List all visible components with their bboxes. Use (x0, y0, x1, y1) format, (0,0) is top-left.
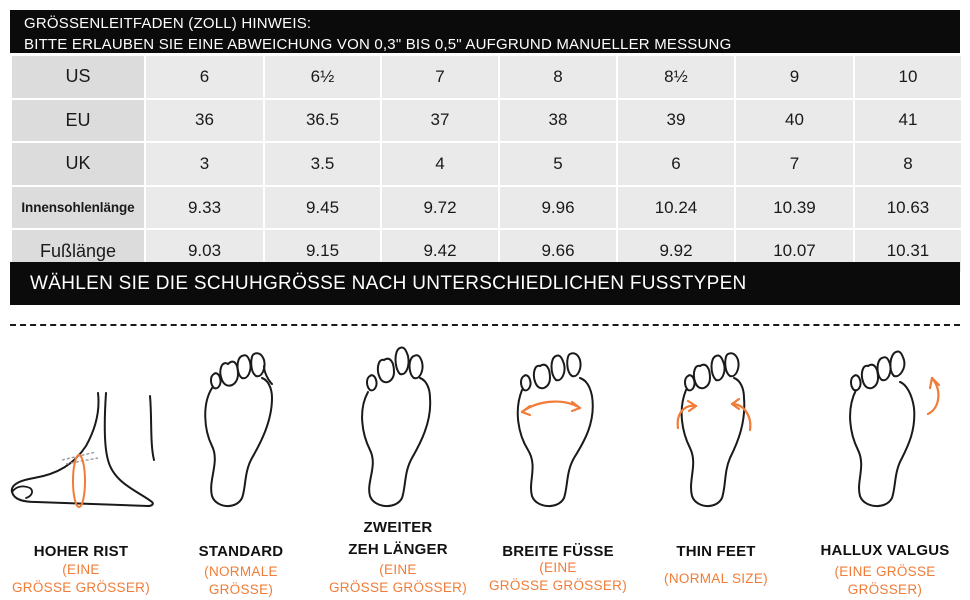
table-cell: 38 (498, 97, 618, 144)
foot-type-note-long-second-toe: (EINE GRÖSSE GRÖSSER) (328, 562, 468, 595)
long-second-toe-foot-icon (356, 346, 436, 510)
foot-type-note-thin: (NORMAL SIZE) (664, 571, 768, 586)
row-label-eu: EU (10, 97, 146, 144)
table-cell: 9.45 (263, 184, 382, 231)
table-row-us: US 6 6½ 7 8 8½ 9 10 (10, 54, 963, 100)
foot-type-banner: WÄHLEN SIE DIE SCHUHGRÖSSE NACH UNTERSCH… (10, 262, 960, 305)
table-cell: 37 (380, 97, 500, 144)
foot-type-note-hallux-valgus: (EINE GRÖSSE GRÖSSER) (834, 564, 936, 597)
table-row-eu: EU 36 36.5 37 38 39 40 41 (10, 97, 963, 144)
table-cell: 10 (853, 54, 963, 100)
foot-type-title-long-second-toe: ZWEITER ZEH LÄNGER (348, 519, 448, 558)
foot-type-title-standard: STANDARD (198, 543, 284, 560)
table-cell: 10.63 (853, 184, 963, 231)
table-cell: 8 (853, 141, 963, 187)
table-row-uk: UK 3 3.5 4 5 6 7 8 (10, 141, 963, 187)
foot-type-title-hallux-valgus: HALLUX VALGUS (820, 542, 950, 559)
hallux-valgus-foot-icon (844, 350, 944, 510)
foot-type-title-high-instep: HOHER RIST (33, 543, 129, 560)
table-cell: 9.33 (144, 184, 265, 231)
table-cell: 9 (734, 54, 855, 100)
table-cell: 3.5 (263, 141, 382, 187)
thin-foot-icon (672, 350, 756, 510)
row-label-insole-length: Innensohlenlänge (10, 184, 146, 231)
table-cell: 36.5 (263, 97, 382, 144)
foot-type-title-thin: THIN FEET (676, 543, 756, 560)
table-cell: 8½ (616, 54, 736, 100)
foot-type-note-wide: (EINE GRÖSSE GRÖSSER) (488, 560, 628, 593)
table-cell: 40 (734, 97, 855, 144)
table-cell: 4 (380, 141, 500, 187)
table-cell: 7 (734, 141, 855, 187)
notice-text: BITTE ERLAUBEN SIE EINE ABWEICHUNG VON 0… (24, 36, 732, 53)
notice-title: GRÖSSENLEITFADEN (ZOLL) HINWEIS: (24, 15, 312, 32)
table-cell: 5 (498, 141, 618, 187)
table-cell: 6½ (263, 54, 382, 100)
table-cell: 9.72 (380, 184, 500, 231)
table-cell: 9.96 (498, 184, 618, 231)
wide-foot-icon (514, 350, 598, 510)
table-cell: 41 (853, 97, 963, 144)
size-guide-notice: GRÖSSENLEITFADEN (ZOLL) HINWEIS: BITTE E… (10, 10, 960, 53)
dashed-divider (10, 324, 960, 326)
table-cell: 8 (498, 54, 618, 100)
table-row-insole-length: Innensohlenlänge 9.33 9.45 9.72 9.96 10.… (10, 184, 963, 231)
foot-type-note-standard: (NORMALE GRÖSSE) (204, 564, 278, 597)
high-instep-foot-icon (8, 388, 158, 508)
table-cell: 7 (380, 54, 500, 100)
table-cell: 6 (144, 54, 265, 100)
table-cell: 6 (616, 141, 736, 187)
size-table: US 6 6½ 7 8 8½ 9 10 EU 36 36.5 37 38 39 … (10, 54, 963, 274)
table-cell: 3 (144, 141, 265, 187)
standard-foot-icon (198, 350, 278, 510)
table-cell: 10.24 (616, 184, 736, 231)
foot-type-note-high-instep: (EINE GRÖSSE GRÖSSER) (11, 562, 151, 595)
row-label-uk: UK (10, 141, 146, 187)
table-cell: 39 (616, 97, 736, 144)
row-label-us: US (10, 54, 146, 100)
table-cell: 36 (144, 97, 265, 144)
foot-type-title-wide: BREITE FÜSSE (502, 543, 614, 560)
table-cell: 10.39 (734, 184, 855, 231)
